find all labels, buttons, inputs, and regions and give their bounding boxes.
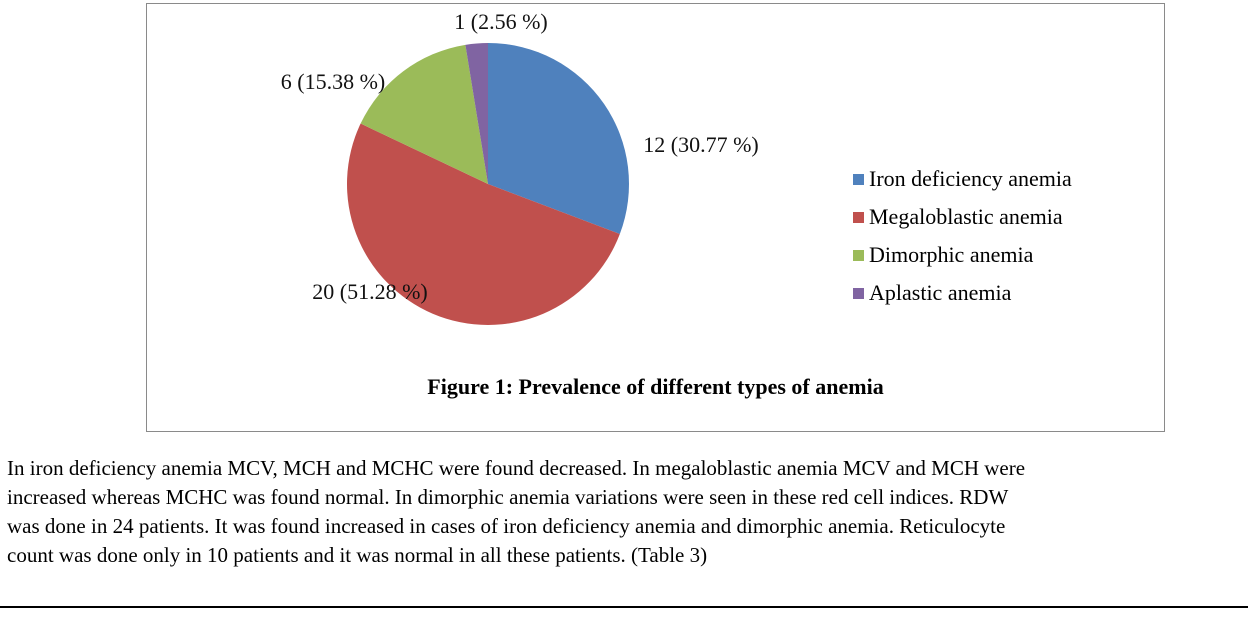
legend-item-dimorphic: Dimorphic anemia <box>853 236 1072 274</box>
legend-swatch <box>853 249 864 261</box>
legend-swatch <box>853 211 864 223</box>
page-rule <box>0 606 1248 608</box>
legend-label: Megaloblastic anemia <box>869 204 1063 229</box>
pie-slice-megaloblastic <box>346 123 620 326</box>
pie-slice-dimorphic <box>360 44 488 184</box>
legend-item-aplastic: Aplastic anemia <box>853 274 1072 312</box>
figure-box: 12 (30.77 %) 20 (51.28 %) 6 (15.38 %) 1 (2.… <box>146 3 1165 432</box>
legend-label: Iron deficiency anemia <box>869 166 1072 191</box>
chart-legend: Iron deficiency anemia Megaloblastic ane… <box>853 160 1072 312</box>
pie-chart: 12 (30.77 %) 20 (51.28 %) 6 (15.38 %) 1 (2.… <box>281 9 759 326</box>
legend-item-iron-deficiency: Iron deficiency anemia <box>853 160 1072 198</box>
paragraph-line: was done in 24 patients. It was found in… <box>7 514 1006 538</box>
pie-slice-iron-deficiency <box>488 43 629 234</box>
legend-label: Aplastic anemia <box>869 280 1012 305</box>
legend-item-megaloblastic: Megaloblastic anemia <box>853 198 1072 236</box>
data-label-iron-deficiency: 12 (30.77 %) <box>643 132 758 157</box>
figure-caption: Figure 1: Prevalence of different types … <box>427 374 884 399</box>
paragraph-line: count was done only in 10 patients and i… <box>7 543 708 567</box>
paragraph-line: increased whereas MCHC was found normal.… <box>7 485 1009 509</box>
paragraph-line: In iron deficiency anemia MCV, MCH and M… <box>7 456 1026 480</box>
body-paragraph: In iron deficiency anemia MCV, MCH and M… <box>7 454 1248 570</box>
pie-slice-aplastic <box>465 43 488 184</box>
data-label-aplastic: 1 (2.56 %) <box>454 9 547 34</box>
data-label-megaloblastic: 20 (51.28 %) <box>312 279 427 304</box>
data-label-dimorphic: 6 (15.38 %) <box>281 69 385 94</box>
legend-swatch <box>853 173 864 185</box>
legend-swatch <box>853 287 864 299</box>
legend-label: Dimorphic anemia <box>869 242 1034 267</box>
